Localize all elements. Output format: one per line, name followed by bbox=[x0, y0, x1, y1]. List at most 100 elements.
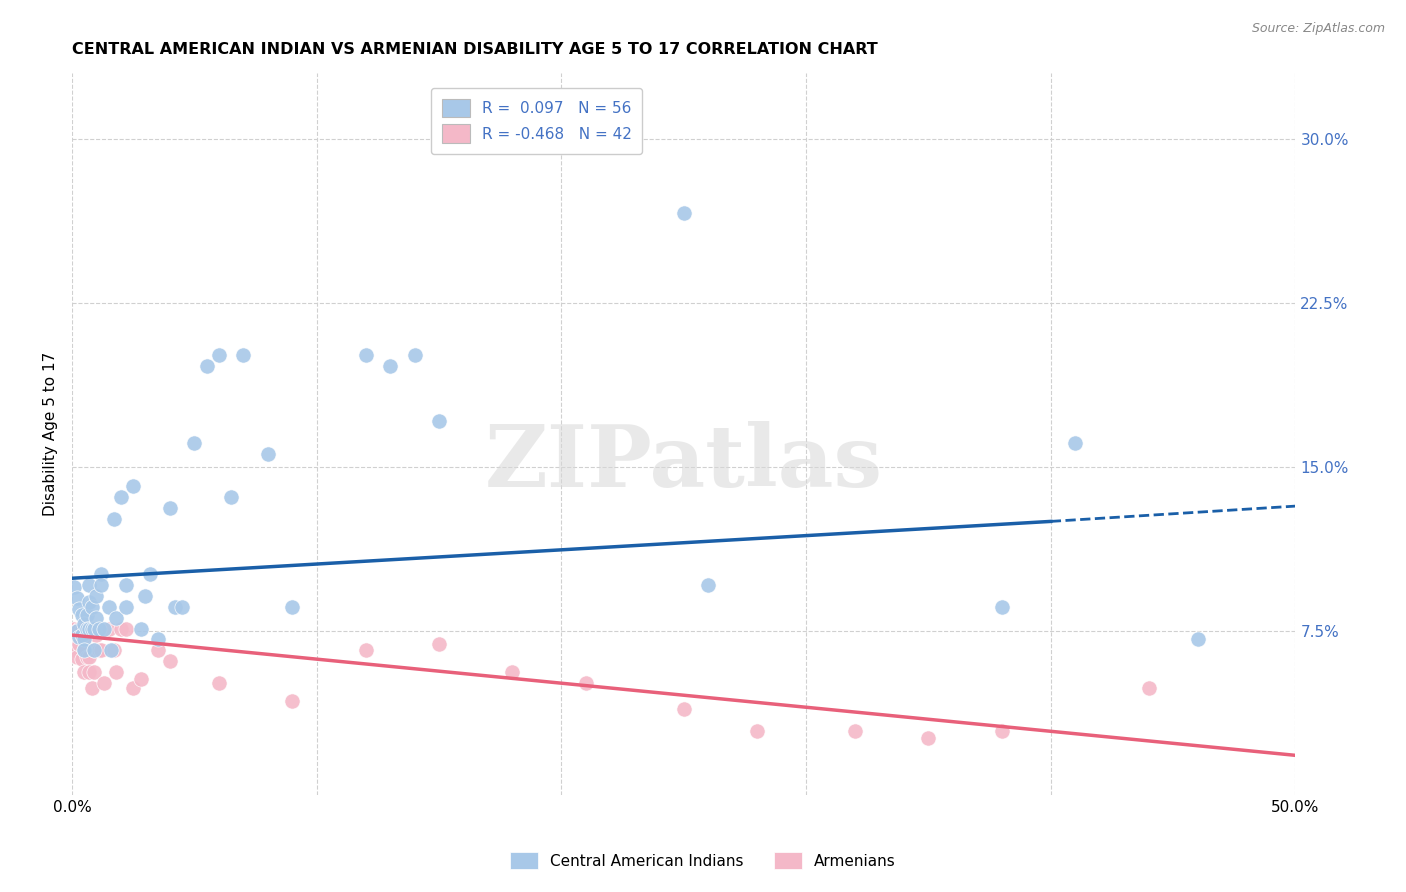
Point bbox=[77, 650, 100, 665]
Point bbox=[86, 589, 108, 603]
Point bbox=[73, 665, 96, 680]
Point bbox=[105, 665, 128, 680]
Point bbox=[146, 643, 169, 657]
Point bbox=[672, 206, 695, 220]
Point bbox=[70, 608, 93, 623]
Point bbox=[63, 622, 86, 636]
Point bbox=[90, 643, 112, 657]
Point bbox=[63, 580, 86, 594]
Point bbox=[67, 630, 90, 644]
Point bbox=[134, 589, 156, 603]
Point bbox=[80, 681, 103, 695]
Point bbox=[208, 348, 231, 362]
Point bbox=[115, 599, 138, 614]
Point bbox=[83, 643, 105, 657]
Point bbox=[76, 650, 98, 665]
Point bbox=[139, 566, 162, 581]
Text: Source: ZipAtlas.com: Source: ZipAtlas.com bbox=[1251, 22, 1385, 36]
Point bbox=[159, 501, 181, 516]
Point bbox=[146, 632, 169, 647]
Point bbox=[219, 491, 242, 505]
Point bbox=[86, 628, 108, 642]
Point bbox=[83, 665, 105, 680]
Point bbox=[63, 643, 86, 657]
Point bbox=[110, 622, 132, 636]
Point bbox=[93, 622, 115, 636]
Point bbox=[1187, 632, 1209, 647]
Point bbox=[115, 622, 138, 636]
Point bbox=[747, 724, 769, 739]
Point bbox=[80, 599, 103, 614]
Legend: Central American Indians, Armenians: Central American Indians, Armenians bbox=[505, 846, 901, 875]
Point bbox=[83, 622, 105, 636]
Point bbox=[76, 622, 98, 636]
Point bbox=[77, 578, 100, 592]
Point bbox=[115, 578, 138, 592]
Point bbox=[87, 622, 110, 636]
Point bbox=[208, 676, 231, 690]
Point bbox=[83, 643, 105, 657]
Point bbox=[427, 414, 450, 428]
Point bbox=[575, 676, 598, 690]
Point bbox=[90, 566, 112, 581]
Point bbox=[129, 622, 152, 636]
Point bbox=[103, 512, 125, 526]
Text: CENTRAL AMERICAN INDIAN VS ARMENIAN DISABILITY AGE 5 TO 17 CORRELATION CHART: CENTRAL AMERICAN INDIAN VS ARMENIAN DISA… bbox=[72, 42, 877, 57]
Point bbox=[87, 643, 110, 657]
Point bbox=[70, 628, 93, 642]
Point bbox=[232, 348, 254, 362]
Point bbox=[378, 359, 401, 374]
Point bbox=[100, 643, 122, 657]
Point bbox=[672, 702, 695, 716]
Point bbox=[501, 665, 523, 680]
Point bbox=[917, 731, 939, 745]
Point bbox=[281, 599, 304, 614]
Point bbox=[86, 610, 108, 624]
Point bbox=[1137, 681, 1160, 695]
Point bbox=[76, 608, 98, 623]
Point bbox=[66, 628, 89, 642]
Point bbox=[67, 637, 90, 651]
Point bbox=[183, 435, 205, 450]
Point bbox=[66, 650, 89, 665]
Point bbox=[66, 624, 89, 638]
Point bbox=[844, 724, 866, 739]
Point bbox=[70, 652, 93, 666]
Point bbox=[991, 724, 1014, 739]
Point bbox=[77, 622, 100, 636]
Point bbox=[991, 599, 1014, 614]
Point bbox=[67, 622, 90, 636]
Point bbox=[256, 447, 278, 461]
Point bbox=[90, 578, 112, 592]
Point bbox=[105, 610, 128, 624]
Point bbox=[73, 643, 96, 657]
Point bbox=[404, 348, 426, 362]
Point bbox=[172, 599, 194, 614]
Point bbox=[195, 359, 218, 374]
Y-axis label: Disability Age 5 to 17: Disability Age 5 to 17 bbox=[44, 351, 58, 516]
Point bbox=[73, 632, 96, 647]
Point bbox=[354, 348, 377, 362]
Point bbox=[697, 578, 720, 592]
Point bbox=[70, 622, 93, 636]
Point bbox=[66, 591, 89, 605]
Point bbox=[110, 491, 132, 505]
Point bbox=[281, 694, 304, 708]
Text: ZIPatlas: ZIPatlas bbox=[485, 421, 883, 505]
Point bbox=[427, 637, 450, 651]
Point bbox=[122, 479, 145, 493]
Legend: R =  0.097   N = 56, R = -0.468   N = 42: R = 0.097 N = 56, R = -0.468 N = 42 bbox=[432, 88, 643, 153]
Point bbox=[354, 643, 377, 657]
Point bbox=[103, 643, 125, 657]
Point bbox=[129, 672, 152, 686]
Point bbox=[67, 602, 90, 616]
Point bbox=[80, 622, 103, 636]
Point bbox=[93, 676, 115, 690]
Point bbox=[77, 595, 100, 609]
Point bbox=[97, 599, 120, 614]
Point bbox=[76, 628, 98, 642]
Point bbox=[159, 654, 181, 668]
Point bbox=[77, 665, 100, 680]
Point bbox=[73, 643, 96, 657]
Point bbox=[163, 599, 186, 614]
